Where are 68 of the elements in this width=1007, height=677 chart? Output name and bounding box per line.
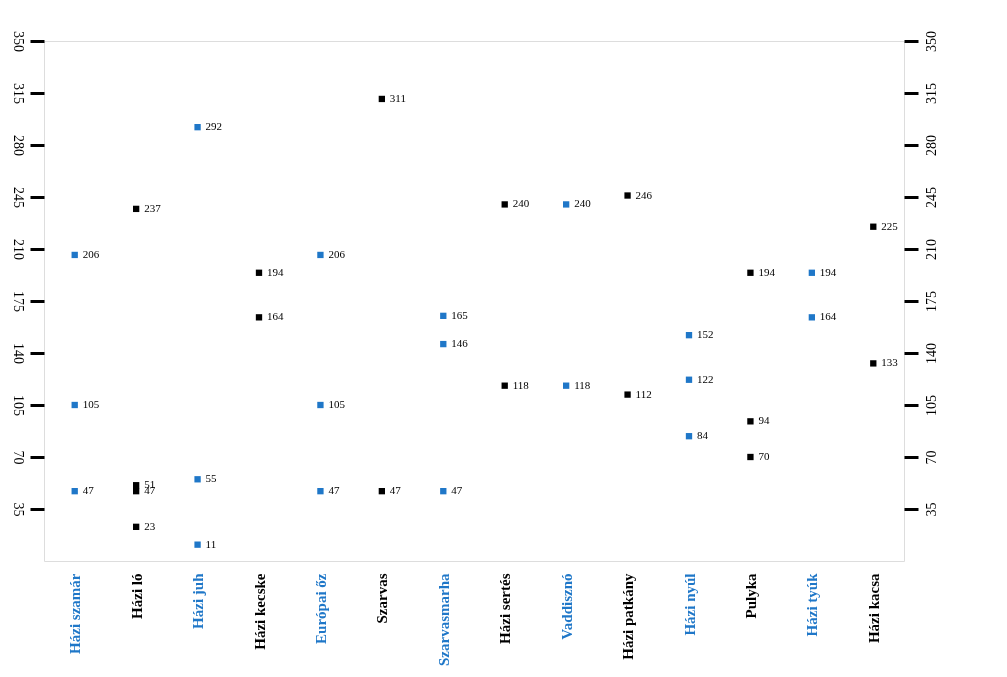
y-tick-label: 280 bbox=[10, 135, 26, 156]
data-label: 146 bbox=[451, 337, 469, 350]
data-label: 47 bbox=[389, 484, 402, 497]
x-tick-label: Szarvasmarha bbox=[435, 573, 452, 666]
data-label: 47 bbox=[451, 484, 463, 497]
y-tick-label: 175 bbox=[10, 291, 26, 312]
data-label: 165 bbox=[451, 308, 469, 321]
y-tick-label: 70 bbox=[10, 450, 26, 465]
data-label: 237 bbox=[144, 201, 162, 214]
x-tick-label: Házi kacsa bbox=[865, 573, 882, 644]
data-label: 240 bbox=[512, 197, 530, 210]
x-tick-label: Házi sertés bbox=[497, 573, 514, 644]
x-tick-label: Házi nyúl bbox=[681, 573, 698, 636]
y-tick-label: 245 bbox=[10, 187, 26, 208]
data-label: 70 bbox=[758, 450, 770, 462]
data-label: 225 bbox=[881, 219, 899, 232]
x-tick-label: Európai őz bbox=[312, 573, 329, 644]
x-tick-label: Szarvas bbox=[374, 573, 391, 624]
x-tick-label: Házi tyúk bbox=[804, 572, 821, 637]
data-label: 164 bbox=[819, 310, 837, 323]
data-label: 118 bbox=[574, 378, 591, 391]
data-label: 194 bbox=[267, 265, 284, 278]
data-label: 240 bbox=[574, 197, 592, 210]
data-label: 94 bbox=[758, 414, 770, 427]
data-label: 246 bbox=[635, 188, 653, 201]
data-label: 152 bbox=[697, 328, 714, 341]
y2-tick-label: 35 bbox=[923, 502, 939, 517]
x-tick-label: Házi ló bbox=[128, 573, 145, 619]
y2-tick-label: 245 bbox=[923, 187, 939, 208]
data-label: 47 bbox=[82, 484, 95, 497]
data-label: 118 bbox=[512, 378, 530, 391]
x-tick-label: Vaddisznó bbox=[558, 573, 575, 640]
x-tick-label: Házi patkány bbox=[620, 573, 637, 660]
data-label: 206 bbox=[328, 247, 346, 260]
data-label: 23 bbox=[144, 519, 156, 532]
y2-tick-label: 175 bbox=[923, 291, 939, 312]
x-tick-label: Pulyka bbox=[742, 573, 759, 619]
x-tick-label: Házi szamár bbox=[67, 573, 84, 654]
data-label: 122 bbox=[697, 372, 714, 385]
y-tick-label: 315 bbox=[10, 83, 26, 104]
y-tick-label: 105 bbox=[10, 395, 26, 416]
x-tick-label: Házi juh bbox=[190, 572, 207, 629]
data-label: 105 bbox=[328, 398, 346, 410]
y2-tick-label: 350 bbox=[923, 31, 939, 52]
y2-tick-label: 70 bbox=[923, 450, 939, 465]
data-label: 164 bbox=[267, 310, 284, 323]
data-label: 105 bbox=[82, 398, 100, 410]
y-tick-label: 210 bbox=[10, 239, 26, 260]
y2-tick-label: 315 bbox=[923, 83, 939, 104]
y2-tick-label: 140 bbox=[923, 343, 939, 364]
y-tick-label: 350 bbox=[10, 31, 26, 52]
x-tick-label: Házi kecske bbox=[251, 573, 268, 650]
data-label: 206 bbox=[82, 247, 100, 260]
data-label: 292 bbox=[205, 120, 223, 133]
data-label: 194 bbox=[758, 265, 776, 278]
data-label: 84 bbox=[697, 429, 709, 442]
y2-tick-label: 105 bbox=[923, 395, 939, 416]
data-label: 112 bbox=[635, 387, 652, 400]
y-tick-label: 35 bbox=[10, 502, 26, 517]
y2-tick-label: 280 bbox=[923, 135, 939, 156]
y2-tick-label: 210 bbox=[923, 239, 939, 260]
data-label: 55 bbox=[205, 472, 218, 485]
data-label: 194 bbox=[819, 265, 837, 278]
data-label: 311 bbox=[389, 91, 406, 104]
data-label: 133 bbox=[881, 356, 899, 369]
data-label: 47 bbox=[328, 484, 340, 497]
y-tick-label: 140 bbox=[10, 343, 26, 364]
data-label: 11 bbox=[205, 537, 217, 550]
